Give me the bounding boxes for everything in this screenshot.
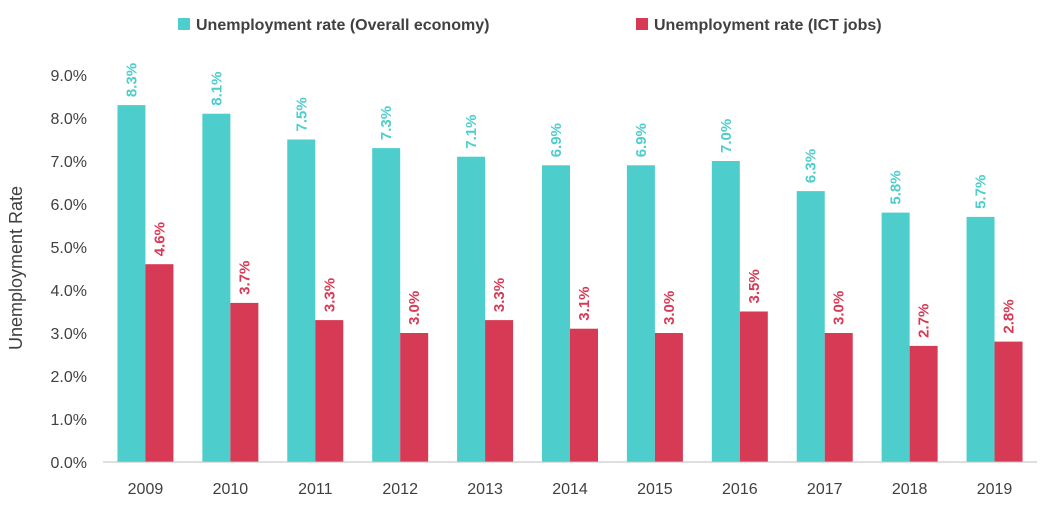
y-tick-label: 6.0%: [51, 197, 87, 214]
bar-ict: [739, 311, 768, 462]
data-label-overall: 5.7%: [973, 175, 990, 209]
data-labels: 8.3% 8.1% 7.5% 7.3% 7.1% 6.9% 6.9% 7.0% 6.3% 5.8%…: [123, 63, 1017, 338]
data-label-overall: 8.1%: [208, 71, 225, 105]
data-label-ict: 3.5%: [746, 269, 763, 303]
x-tick-label: 2012: [382, 481, 418, 498]
x-tick-label: 2014: [552, 481, 588, 498]
data-label-overall: 7.0%: [718, 119, 735, 153]
data-label-ict: 3.3%: [321, 278, 338, 312]
data-label-overall: 6.9%: [633, 123, 650, 157]
legend-label-overall: Unemployment rate (Overall economy): [196, 17, 489, 34]
bar-ict: [654, 333, 683, 462]
x-tick-label: 2010: [213, 481, 249, 498]
x-tick-label: 2009: [128, 481, 164, 498]
y-axis-title: Unemployment Rate: [6, 186, 26, 350]
y-tick-label: 4.0%: [51, 283, 87, 300]
bar-ict: [400, 333, 429, 462]
data-label-ict: 3.3%: [491, 278, 508, 312]
data-label-overall: 6.3%: [803, 149, 820, 183]
data-label-ict: 4.6%: [151, 222, 168, 256]
y-tick-label: 0.0%: [51, 455, 87, 472]
bar-overall: [372, 148, 401, 462]
x-tick-label: 2018: [892, 481, 928, 498]
legend-swatch-overall: [178, 18, 190, 30]
bar-overall: [966, 216, 995, 462]
y-tick-label: 5.0%: [51, 240, 87, 257]
legend-label-ict: Unemployment rate (ICT jobs): [654, 17, 882, 34]
bar-overall: [542, 165, 570, 463]
data-label-overall: 7.1%: [463, 114, 480, 148]
x-tick-label: 2017: [807, 481, 843, 498]
legend: Unemployment rate (Overall economy) Unem…: [178, 17, 882, 34]
bar-ict: [824, 333, 853, 462]
y-tick-label: 1.0%: [51, 412, 87, 429]
bar-overall: [287, 139, 316, 462]
x-tick-label: 2016: [722, 481, 758, 498]
bar-ict: [994, 341, 1023, 462]
data-label-overall: 7.5%: [293, 97, 310, 131]
y-axis-ticks: 0.0% 1.0% 2.0% 3.0% 4.0% 5.0% 6.0% 7.0% 8.0% 9.0%: [51, 68, 87, 472]
bar-overall: [796, 191, 825, 462]
x-tick-label: 2019: [977, 481, 1013, 498]
data-label-ict: 3.0%: [661, 291, 678, 325]
data-label-overall: 6.9%: [548, 123, 565, 157]
y-tick-label: 7.0%: [51, 154, 87, 171]
bar-ict: [485, 320, 514, 462]
y-tick-label: 3.0%: [51, 326, 87, 343]
bar-ict: [230, 302, 259, 462]
data-label-overall: 5.8%: [888, 170, 905, 204]
data-label-ict: 3.0%: [831, 291, 848, 325]
bar-overall: [626, 165, 655, 463]
y-tick-label: 8.0%: [51, 111, 87, 128]
data-label-ict: 3.1%: [576, 286, 593, 320]
bar-overall: [711, 161, 740, 462]
data-label-overall: 7.3%: [378, 106, 395, 140]
x-tick-label: 2011: [298, 481, 333, 498]
x-tick-label: 2015: [637, 481, 673, 498]
data-label-overall: 8.3%: [123, 63, 140, 97]
data-label-ict: 2.7%: [916, 304, 933, 338]
bar-ict: [315, 320, 344, 462]
bar-overall: [457, 156, 486, 462]
bar-overall: [881, 212, 910, 462]
y-tick-label: 9.0%: [51, 68, 87, 85]
bars: [117, 105, 1023, 463]
bar-ict: [570, 328, 598, 462]
bar-ict: [909, 345, 938, 462]
bar-overall: [117, 105, 146, 462]
data-label-ict: 2.8%: [1001, 299, 1018, 333]
x-tick-label: 2013: [467, 481, 503, 498]
x-axis-ticks: 2009 2010 2011 2012 2013 2014 2015 2016 2017 2018…: [128, 481, 1013, 498]
bar-ict: [145, 264, 174, 462]
data-label-ict: 3.0%: [406, 291, 423, 325]
y-tick-label: 2.0%: [51, 369, 87, 386]
data-label-ict: 3.7%: [236, 261, 253, 295]
bar-overall: [202, 113, 231, 462]
legend-swatch-ict: [636, 18, 648, 30]
